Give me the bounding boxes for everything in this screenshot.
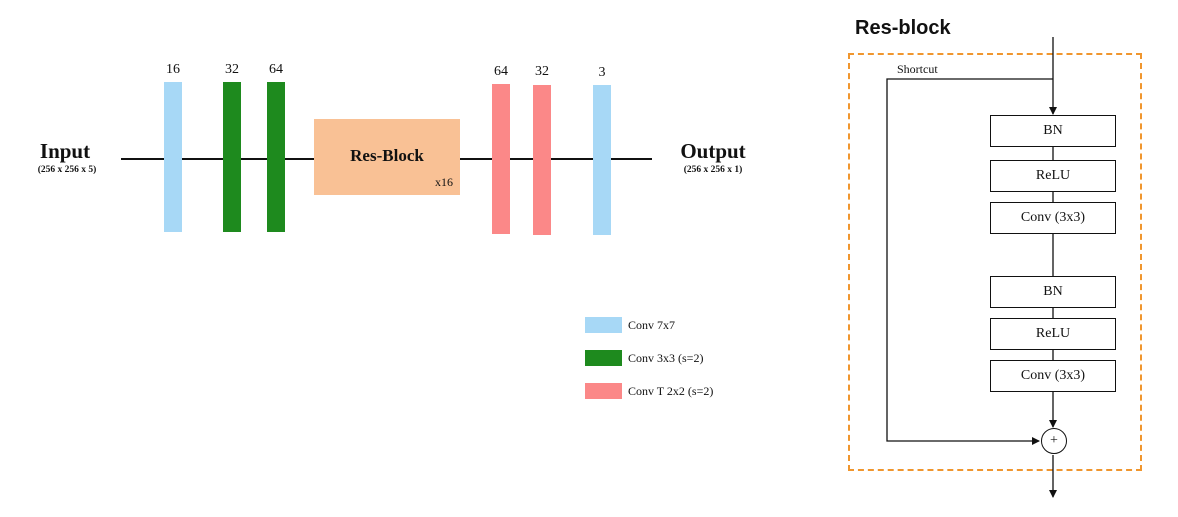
- layer-filters-3: 3: [598, 65, 606, 80]
- legend-label-conv3x3: Conv 3x3 (s=2): [628, 351, 704, 365]
- sum-node: +: [1041, 428, 1067, 454]
- legend-label-convT: Conv T 2x2 (s=2): [628, 384, 714, 398]
- layer-filters-32-up: 32: [535, 64, 549, 79]
- res-block-detail-panel: [848, 53, 1142, 471]
- res-block-detail-title: Res-block: [855, 17, 951, 39]
- layer-bar-conv3x3-32: [223, 82, 241, 232]
- layer-filters-32: 32: [225, 62, 239, 77]
- res-block: Res-Block x16: [314, 119, 460, 195]
- op-conv-2: Conv (3x3): [990, 360, 1116, 392]
- layer-bar-convT-32: [533, 85, 551, 235]
- legend-label-conv7x7: Conv 7x7: [628, 318, 676, 332]
- layer-filters-16: 16: [166, 62, 180, 77]
- output-label: Output: [680, 139, 746, 163]
- op-bn-1: BN: [990, 115, 1116, 147]
- op-relu-1: ReLU: [990, 160, 1116, 192]
- input-label: Input: [39, 139, 91, 163]
- input-shape: (256 x 256 x 5): [37, 165, 97, 175]
- op-bn-2: BN: [990, 276, 1116, 308]
- output-shape: (256 x 256 x 1): [683, 165, 743, 175]
- shortcut-label: Shortcut: [897, 62, 938, 76]
- legend-swatch-conv7x7: [585, 317, 622, 333]
- layer-bar-conv7x7-16: [164, 82, 182, 232]
- layer-filters-64: 64: [269, 62, 283, 77]
- shortcut-path: [886, 78, 1053, 445]
- layer-bar-convT-64: [492, 84, 510, 234]
- op-conv-1: Conv (3x3): [990, 202, 1116, 234]
- legend-swatch-convT: [585, 383, 622, 399]
- legend-swatch-conv3x3: [585, 350, 622, 366]
- res-block-repeat: x16: [435, 175, 453, 189]
- res-block-label: Res-Block: [350, 146, 424, 165]
- op-relu-2: ReLU: [990, 318, 1116, 350]
- layer-bar-conv7x7-3: [593, 85, 611, 235]
- layer-filters-64-up: 64: [494, 64, 508, 79]
- layer-bar-conv3x3-64: [267, 82, 285, 232]
